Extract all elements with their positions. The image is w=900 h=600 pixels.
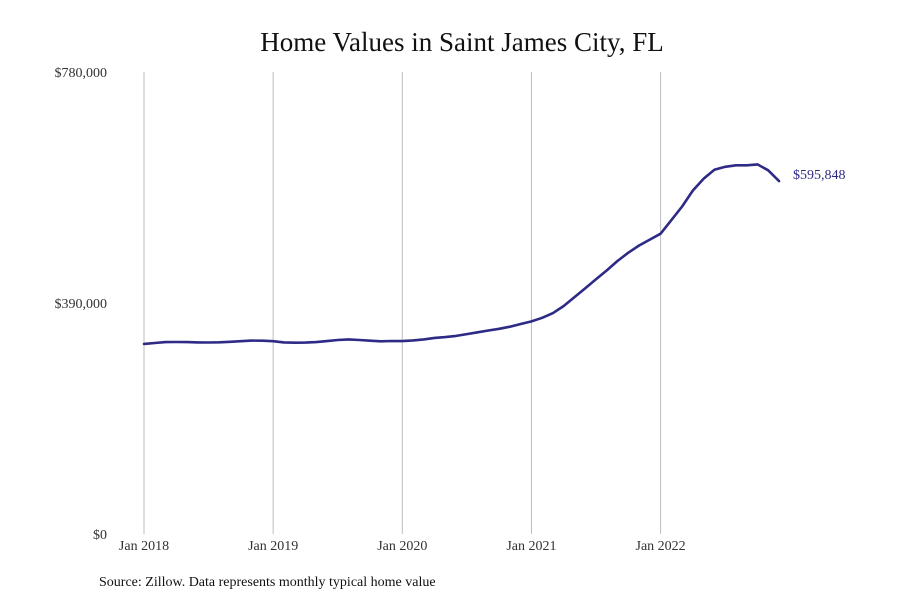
x-tick-label: Jan 2019: [248, 539, 298, 554]
series-layer: $595,848: [142, 163, 846, 346]
x-tick-label: Jan 2022: [636, 539, 686, 554]
chart-title: Home Values in Saint James City, FL: [260, 27, 663, 57]
y-tick-label: $0: [93, 528, 107, 543]
y-axis-ticks: $0 $390,000 $780,000: [55, 66, 108, 543]
y-tick-label: $390,000: [55, 297, 108, 312]
series-line: [142, 163, 781, 346]
y-tick-label: $780,000: [55, 66, 108, 81]
vertical-grid: [143, 72, 662, 534]
x-tick-label: Jan 2021: [506, 539, 556, 554]
x-tick-label: Jan 2020: [377, 539, 427, 554]
source-note: Source: Zillow. Data represents monthly …: [99, 575, 436, 590]
x-tick-label: Jan 2018: [119, 539, 169, 554]
x-axis-ticks: Jan 2018 Jan 2019 Jan 2020 Jan 2021 Jan 2022: [119, 539, 686, 554]
end-value-label: $595,848: [793, 168, 846, 183]
